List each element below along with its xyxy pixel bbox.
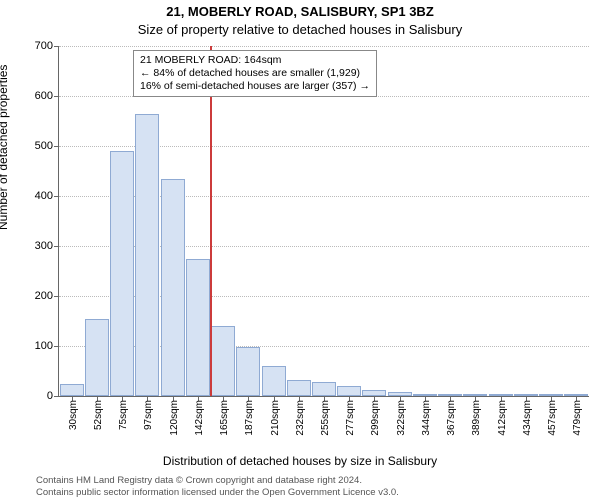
x-tick-label: 232sqm <box>295 396 306 436</box>
annotation-box: 21 MOBERLY ROAD: 164sqm ← 84% of detache… <box>133 50 377 97</box>
x-tick-label: 479sqm <box>572 396 583 436</box>
histogram-bar <box>337 386 361 396</box>
annotation-line-1: 21 MOBERLY ROAD: 164sqm <box>140 54 370 67</box>
x-tick-label: 30sqm <box>68 396 79 430</box>
x-tick-label: 210sqm <box>270 396 281 436</box>
chart-container: 21, MOBERLY ROAD, SALISBURY, SP1 3BZ Siz… <box>0 0 600 500</box>
chart-subtitle: Size of property relative to detached ho… <box>0 22 600 37</box>
x-tick-label: 412sqm <box>497 396 508 436</box>
y-tick-label: 700 <box>35 40 59 52</box>
chart-address-title: 21, MOBERLY ROAD, SALISBURY, SP1 3BZ <box>0 4 600 19</box>
x-tick-label: 299sqm <box>370 396 381 436</box>
annotation-line-3: 16% of semi-detached houses are larger (… <box>140 80 370 93</box>
histogram-bar <box>161 179 185 397</box>
plot-area: 010020030040050060070030sqm52sqm75sqm97s… <box>58 46 589 397</box>
x-tick-label: 367sqm <box>446 396 457 436</box>
histogram-bar <box>236 347 260 396</box>
histogram-bar <box>135 114 159 397</box>
histogram-bar <box>186 259 210 397</box>
x-tick-label: 120sqm <box>169 396 180 436</box>
histogram-bar <box>85 319 109 397</box>
x-tick-label: 434sqm <box>522 396 533 436</box>
histogram-bar <box>287 380 311 396</box>
histogram-bar <box>60 384 84 397</box>
footer-attribution: Contains HM Land Registry data © Crown c… <box>36 475 399 499</box>
y-tick-label: 200 <box>35 290 59 302</box>
x-axis-label: Distribution of detached houses by size … <box>0 454 600 468</box>
grid-line <box>59 46 589 47</box>
x-tick-label: 457sqm <box>547 396 558 436</box>
y-tick-label: 400 <box>35 190 59 202</box>
x-tick-label: 142sqm <box>194 396 205 436</box>
x-tick-label: 322sqm <box>396 396 407 436</box>
y-axis-label: Number of detached properties <box>0 65 10 230</box>
x-tick-label: 97sqm <box>143 396 154 430</box>
histogram-bar <box>110 151 134 396</box>
histogram-bar <box>312 382 336 396</box>
y-tick-label: 500 <box>35 140 59 152</box>
histogram-bar <box>211 326 235 396</box>
reference-line <box>210 46 212 396</box>
histogram-bar <box>262 366 286 396</box>
annotation-line-2: ← 84% of detached houses are smaller (1,… <box>140 67 370 80</box>
x-tick-label: 75sqm <box>118 396 129 430</box>
y-tick-label: 300 <box>35 240 59 252</box>
x-tick-label: 187sqm <box>244 396 255 436</box>
x-tick-label: 165sqm <box>219 396 230 436</box>
y-tick-label: 0 <box>47 390 59 402</box>
x-tick-label: 52sqm <box>93 396 104 430</box>
x-tick-label: 389sqm <box>471 396 482 436</box>
x-tick-label: 255sqm <box>320 396 331 436</box>
footer-line-2: Contains public sector information licen… <box>36 487 399 499</box>
footer-line-1: Contains HM Land Registry data © Crown c… <box>36 475 399 487</box>
x-tick-label: 277sqm <box>345 396 356 436</box>
y-tick-label: 100 <box>35 340 59 352</box>
x-tick-label: 344sqm <box>421 396 432 436</box>
y-tick-label: 600 <box>35 90 59 102</box>
